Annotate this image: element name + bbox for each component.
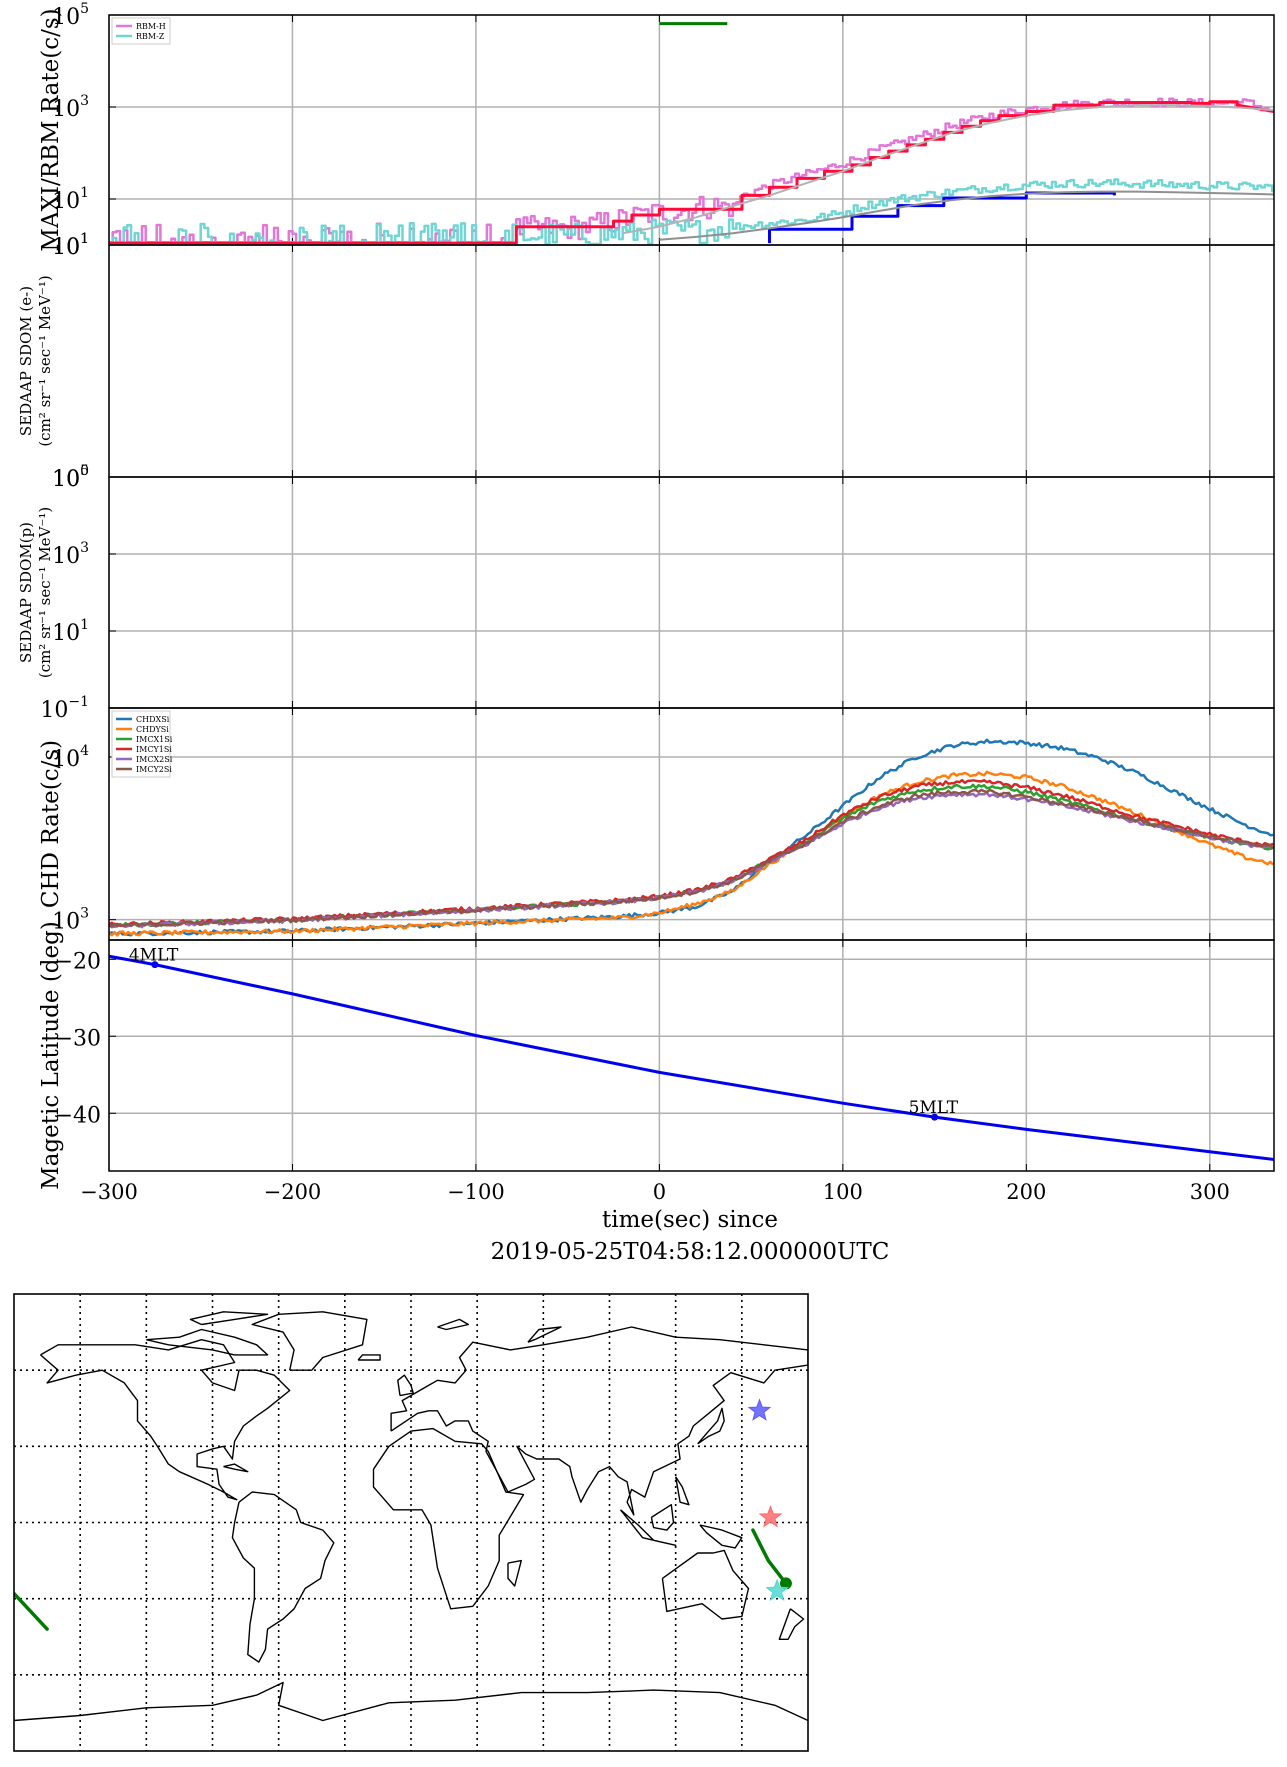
x-axis-label-line1: time(sec) since bbox=[602, 1207, 778, 1233]
y-tick-label: 103 bbox=[52, 93, 89, 122]
series-chdysi-line bbox=[109, 770, 1274, 937]
map-frame bbox=[13, 1293, 809, 1752]
x-tick-label: 100 bbox=[823, 1180, 863, 1204]
y-axis-label: CHD Rate(c/s) bbox=[38, 740, 64, 908]
x-axis-title: time(sec) since 2019-05-25T04:58:12.0000… bbox=[491, 1207, 890, 1265]
star-red-icon bbox=[758, 1504, 783, 1528]
coastline bbox=[40, 1339, 291, 1501]
y-tick-label: −20 bbox=[55, 949, 101, 974]
y-tick-label: 100 bbox=[52, 463, 89, 492]
coastline bbox=[437, 1318, 469, 1331]
y-tick-label: 101 bbox=[52, 231, 89, 260]
coastline bbox=[507, 1559, 522, 1587]
y-axis-label: MAXI/RBM Rate(c/s) bbox=[38, 8, 64, 251]
panel-chd: 104 103 CHDXSiCHDYSiIMCX1SiIMCY1SiIMCX2SiI… bbox=[38, 707, 1275, 941]
y-tick-label: 103 bbox=[52, 540, 89, 569]
mlt-label: 5MLT bbox=[909, 1098, 959, 1118]
orbit-track bbox=[751, 1528, 788, 1586]
coastline bbox=[650, 1504, 675, 1531]
coastline bbox=[527, 1326, 562, 1343]
series-mlat-line bbox=[109, 954, 1274, 1161]
legend-entry: RBM-H bbox=[136, 22, 166, 31]
coastline bbox=[372, 1427, 525, 1610]
series-model-h-line bbox=[622, 104, 1274, 235]
star-blue-icon bbox=[747, 1398, 772, 1421]
legend-entry: IMCX1Si bbox=[136, 735, 173, 744]
y-tick-label: 103 bbox=[52, 906, 89, 935]
y-tick-label: −30 bbox=[55, 1026, 101, 1051]
panel-frame bbox=[108, 244, 1275, 478]
panel-frame bbox=[108, 939, 1275, 1172]
x-tick-label: 200 bbox=[1006, 1180, 1046, 1204]
coastline bbox=[619, 1509, 677, 1546]
x-tick-label: 0 bbox=[653, 1180, 666, 1204]
orbit-position-marker bbox=[779, 1577, 792, 1590]
x-tick-label: −200 bbox=[264, 1180, 322, 1204]
coastline bbox=[390, 1326, 808, 1516]
series-model-z-line bbox=[659, 190, 1274, 241]
y-axis-unit: (cm² sr⁻¹ sec⁻¹ MeV⁻¹) bbox=[36, 507, 54, 678]
y-tick-label: 105 bbox=[52, 463, 89, 492]
data-layer bbox=[109, 954, 1274, 1161]
star-cyan-icon bbox=[765, 1578, 789, 1602]
x-tick-label: −300 bbox=[80, 1180, 138, 1204]
world-map bbox=[13, 1293, 809, 1752]
y-axis-label: SEDAAP SDOM(p) bbox=[17, 522, 35, 663]
mlt-marker bbox=[931, 1113, 939, 1121]
series-maxi-h-line bbox=[109, 100, 1274, 245]
legend-entry: CHDYSi bbox=[136, 725, 169, 734]
panel-frame bbox=[108, 476, 1275, 709]
legend-entry: IMCY2Si bbox=[136, 765, 172, 774]
coastline bbox=[778, 1608, 805, 1640]
x-axis-label-line2: 2019-05-25T04:58:12.000000UTC bbox=[491, 1239, 890, 1265]
coastline bbox=[697, 1407, 725, 1445]
coastline bbox=[231, 1491, 335, 1663]
x-tick-label: −100 bbox=[447, 1180, 505, 1204]
legend-entry: RBM-Z bbox=[136, 32, 165, 41]
y-tick-label: 104 bbox=[52, 743, 89, 772]
coastline bbox=[223, 1463, 249, 1473]
legend-entry: IMCY1Si bbox=[136, 745, 172, 754]
legend-entry: IMCX2Si bbox=[136, 755, 173, 764]
y-tick-label: 101 bbox=[52, 185, 89, 214]
panel-sedaap_p: 105 103 101 10−1 SEDAAP SDOM(p) (cm² sr⁻¹ sec… bbox=[17, 463, 1275, 723]
y-tick-label: −40 bbox=[55, 1103, 101, 1128]
coastline bbox=[357, 1354, 381, 1361]
panel-sedaap_e: 101 100 SEDAAP SDOM (e-) (cm² sr⁻¹ sec⁻¹ Me… bbox=[17, 231, 1275, 492]
mlt-marker bbox=[151, 961, 159, 969]
coastlines bbox=[14, 1311, 808, 1722]
data-layer bbox=[109, 738, 1274, 937]
coastline bbox=[661, 1549, 750, 1620]
legend-entry: CHDXSi bbox=[136, 715, 170, 724]
coastline bbox=[189, 1311, 269, 1326]
legend-box bbox=[111, 710, 171, 778]
y-axis-unit: (cm² sr⁻¹ sec⁻¹ MeV⁻¹) bbox=[36, 275, 54, 446]
series-rbm-h-line bbox=[109, 97, 1274, 245]
y-tick-label: 10−1 bbox=[40, 694, 89, 723]
y-tick-label: 105 bbox=[52, 1, 89, 30]
orbit-track bbox=[14, 1591, 49, 1631]
coastline bbox=[675, 1476, 690, 1506]
mlt-label: 4MLT bbox=[129, 946, 179, 966]
map-grid bbox=[14, 1294, 808, 1751]
coastline bbox=[251, 1311, 368, 1371]
y-axis-label: Magetic Latitude (deg) bbox=[38, 921, 64, 1190]
coastline bbox=[397, 1374, 414, 1397]
y-tick-label: 101 bbox=[52, 617, 89, 646]
coastline bbox=[146, 1328, 269, 1356]
coastline bbox=[14, 1681, 808, 1722]
legend-box bbox=[111, 17, 171, 45]
y-tick-label: 101 bbox=[52, 231, 89, 260]
series-imcy2si-line bbox=[109, 788, 1274, 928]
x-tick-label: 300 bbox=[1190, 1180, 1230, 1204]
y-axis-label: SEDAAP SDOM (e-) bbox=[17, 286, 35, 436]
coastline bbox=[699, 1524, 743, 1549]
data-layer bbox=[109, 97, 1274, 245]
